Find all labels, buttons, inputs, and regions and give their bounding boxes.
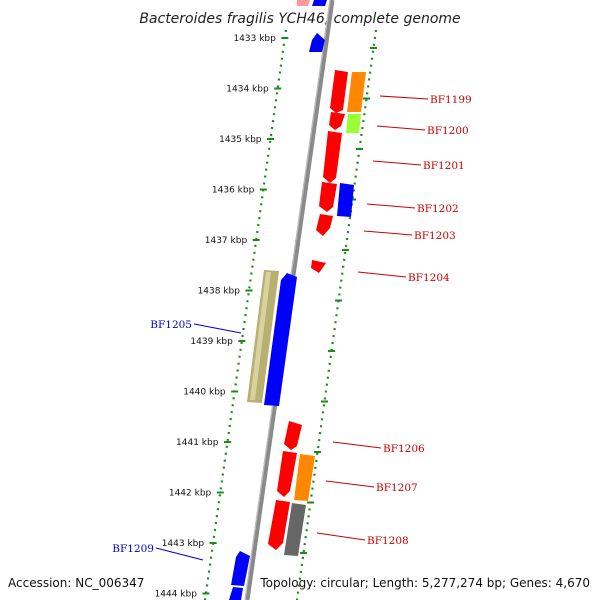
gene-khaki-highlight [250, 272, 271, 400]
gene-label-bf1202[interactable]: BF1202 [417, 203, 459, 215]
gene-blue-clipped-bottom[interactable] [229, 587, 243, 600]
gene-label-bf1208[interactable]: BF1208 [367, 535, 409, 547]
ruler-tick-label: 1438 kbp [198, 287, 241, 297]
gene-label-bf1205[interactable]: BF1205 [150, 319, 192, 331]
gene-gray-bf1208[interactable] [284, 503, 306, 556]
gene-bf1203[interactable] [316, 214, 333, 236]
map-title: Bacteroides fragilis YCH46, complete gen… [139, 11, 460, 27]
leader-line-bf1202 [366, 203, 416, 209]
gene-pink-clipped[interactable] [297, 0, 310, 6]
leader-line-bf1201 [372, 160, 422, 166]
gene-blue-bf1205[interactable] [264, 273, 297, 406]
ruler-tick-label: 1444 kbp [155, 590, 198, 600]
gene-label-bf1203[interactable]: BF1203 [414, 230, 456, 242]
gene-orange-bf1207[interactable] [294, 454, 315, 501]
gene-label-bf1200[interactable]: BF1200 [427, 125, 469, 137]
ruler-tick-label: 1434 kbp [226, 85, 269, 95]
gene-bf1200[interactable] [329, 112, 345, 130]
genome-summary-text: Topology: circular; Length: 5,277,274 bp… [259, 576, 590, 590]
ruler-tick-label: 1440 kbp [183, 388, 226, 398]
gene-label-layer: BF1199 BF1200 BF1201 BF1202 BF1203 BF1204 BF12… [112, 94, 472, 561]
leader-line-bf1199 [379, 95, 429, 100]
gene-bf1206[interactable] [284, 421, 302, 450]
ruler-tick-label: 1436 kbp [212, 186, 255, 196]
gene-bf1202[interactable] [319, 182, 337, 212]
gene-label-bf1204[interactable]: BF1204 [408, 272, 450, 284]
outer-dotted-ruler [295, 29, 378, 600]
gene-blue-clipped[interactable] [312, 0, 327, 6]
gene-bf1199[interactable] [330, 70, 348, 113]
gene-orange-bf1199[interactable] [347, 72, 366, 112]
ruler-tick-label: 1435 kbp [219, 135, 262, 145]
ruler-tick-label: 1441 kbp [176, 438, 219, 448]
gene-bf1207[interactable] [277, 451, 297, 497]
accession-text: Accession: NC_006347 [8, 576, 144, 590]
inner-dotted-ruler [203, 29, 288, 600]
gene-label-bf1206[interactable]: BF1206 [383, 443, 425, 455]
gene-bf1208[interactable] [268, 500, 290, 550]
ruler-tick-label: 1433 kbp [233, 34, 276, 44]
gene-bf1201[interactable] [323, 131, 342, 183]
ruler-ticks: 1433 kbp 1434 kbp 1435 kbp 1436 kbp 1437 kbp… [155, 34, 378, 600]
ruler-tick-label: 1437 kbp [205, 236, 248, 246]
leader-line-bf1200 [376, 125, 426, 131]
gene-features [229, 0, 366, 600]
gene-label-bf1209[interactable]: BF1209 [112, 543, 154, 555]
leader-line-bf1205 [193, 323, 242, 334]
gene-label-bf1199[interactable]: BF1199 [430, 94, 472, 106]
leader-line-bf1206 [332, 441, 382, 449]
gene-blue-bf1209[interactable] [231, 551, 250, 586]
gene-blue-bf1202[interactable] [337, 183, 354, 217]
leader-line-bf1203 [363, 230, 413, 236]
ruler-lines [203, 29, 378, 600]
gene-label-bf1207[interactable]: BF1207 [376, 482, 418, 494]
leader-line-bf1207 [325, 480, 375, 488]
gene-bf1204[interactable] [311, 260, 326, 273]
gene-blue-1433[interactable] [309, 33, 325, 52]
leader-line-bf1208 [316, 532, 366, 541]
leader-line-bf1209 [155, 547, 204, 561]
gene-label-bf1201[interactable]: BF1201 [423, 160, 465, 172]
ruler-tick-label: 1442 kbp [169, 489, 212, 499]
gene-lime-bf1200[interactable] [346, 114, 361, 133]
leader-line-bf1204 [357, 271, 407, 278]
ruler-tick-label: 1443 kbp [162, 539, 205, 549]
ruler-tick-label: 1439 kbp [190, 337, 233, 347]
